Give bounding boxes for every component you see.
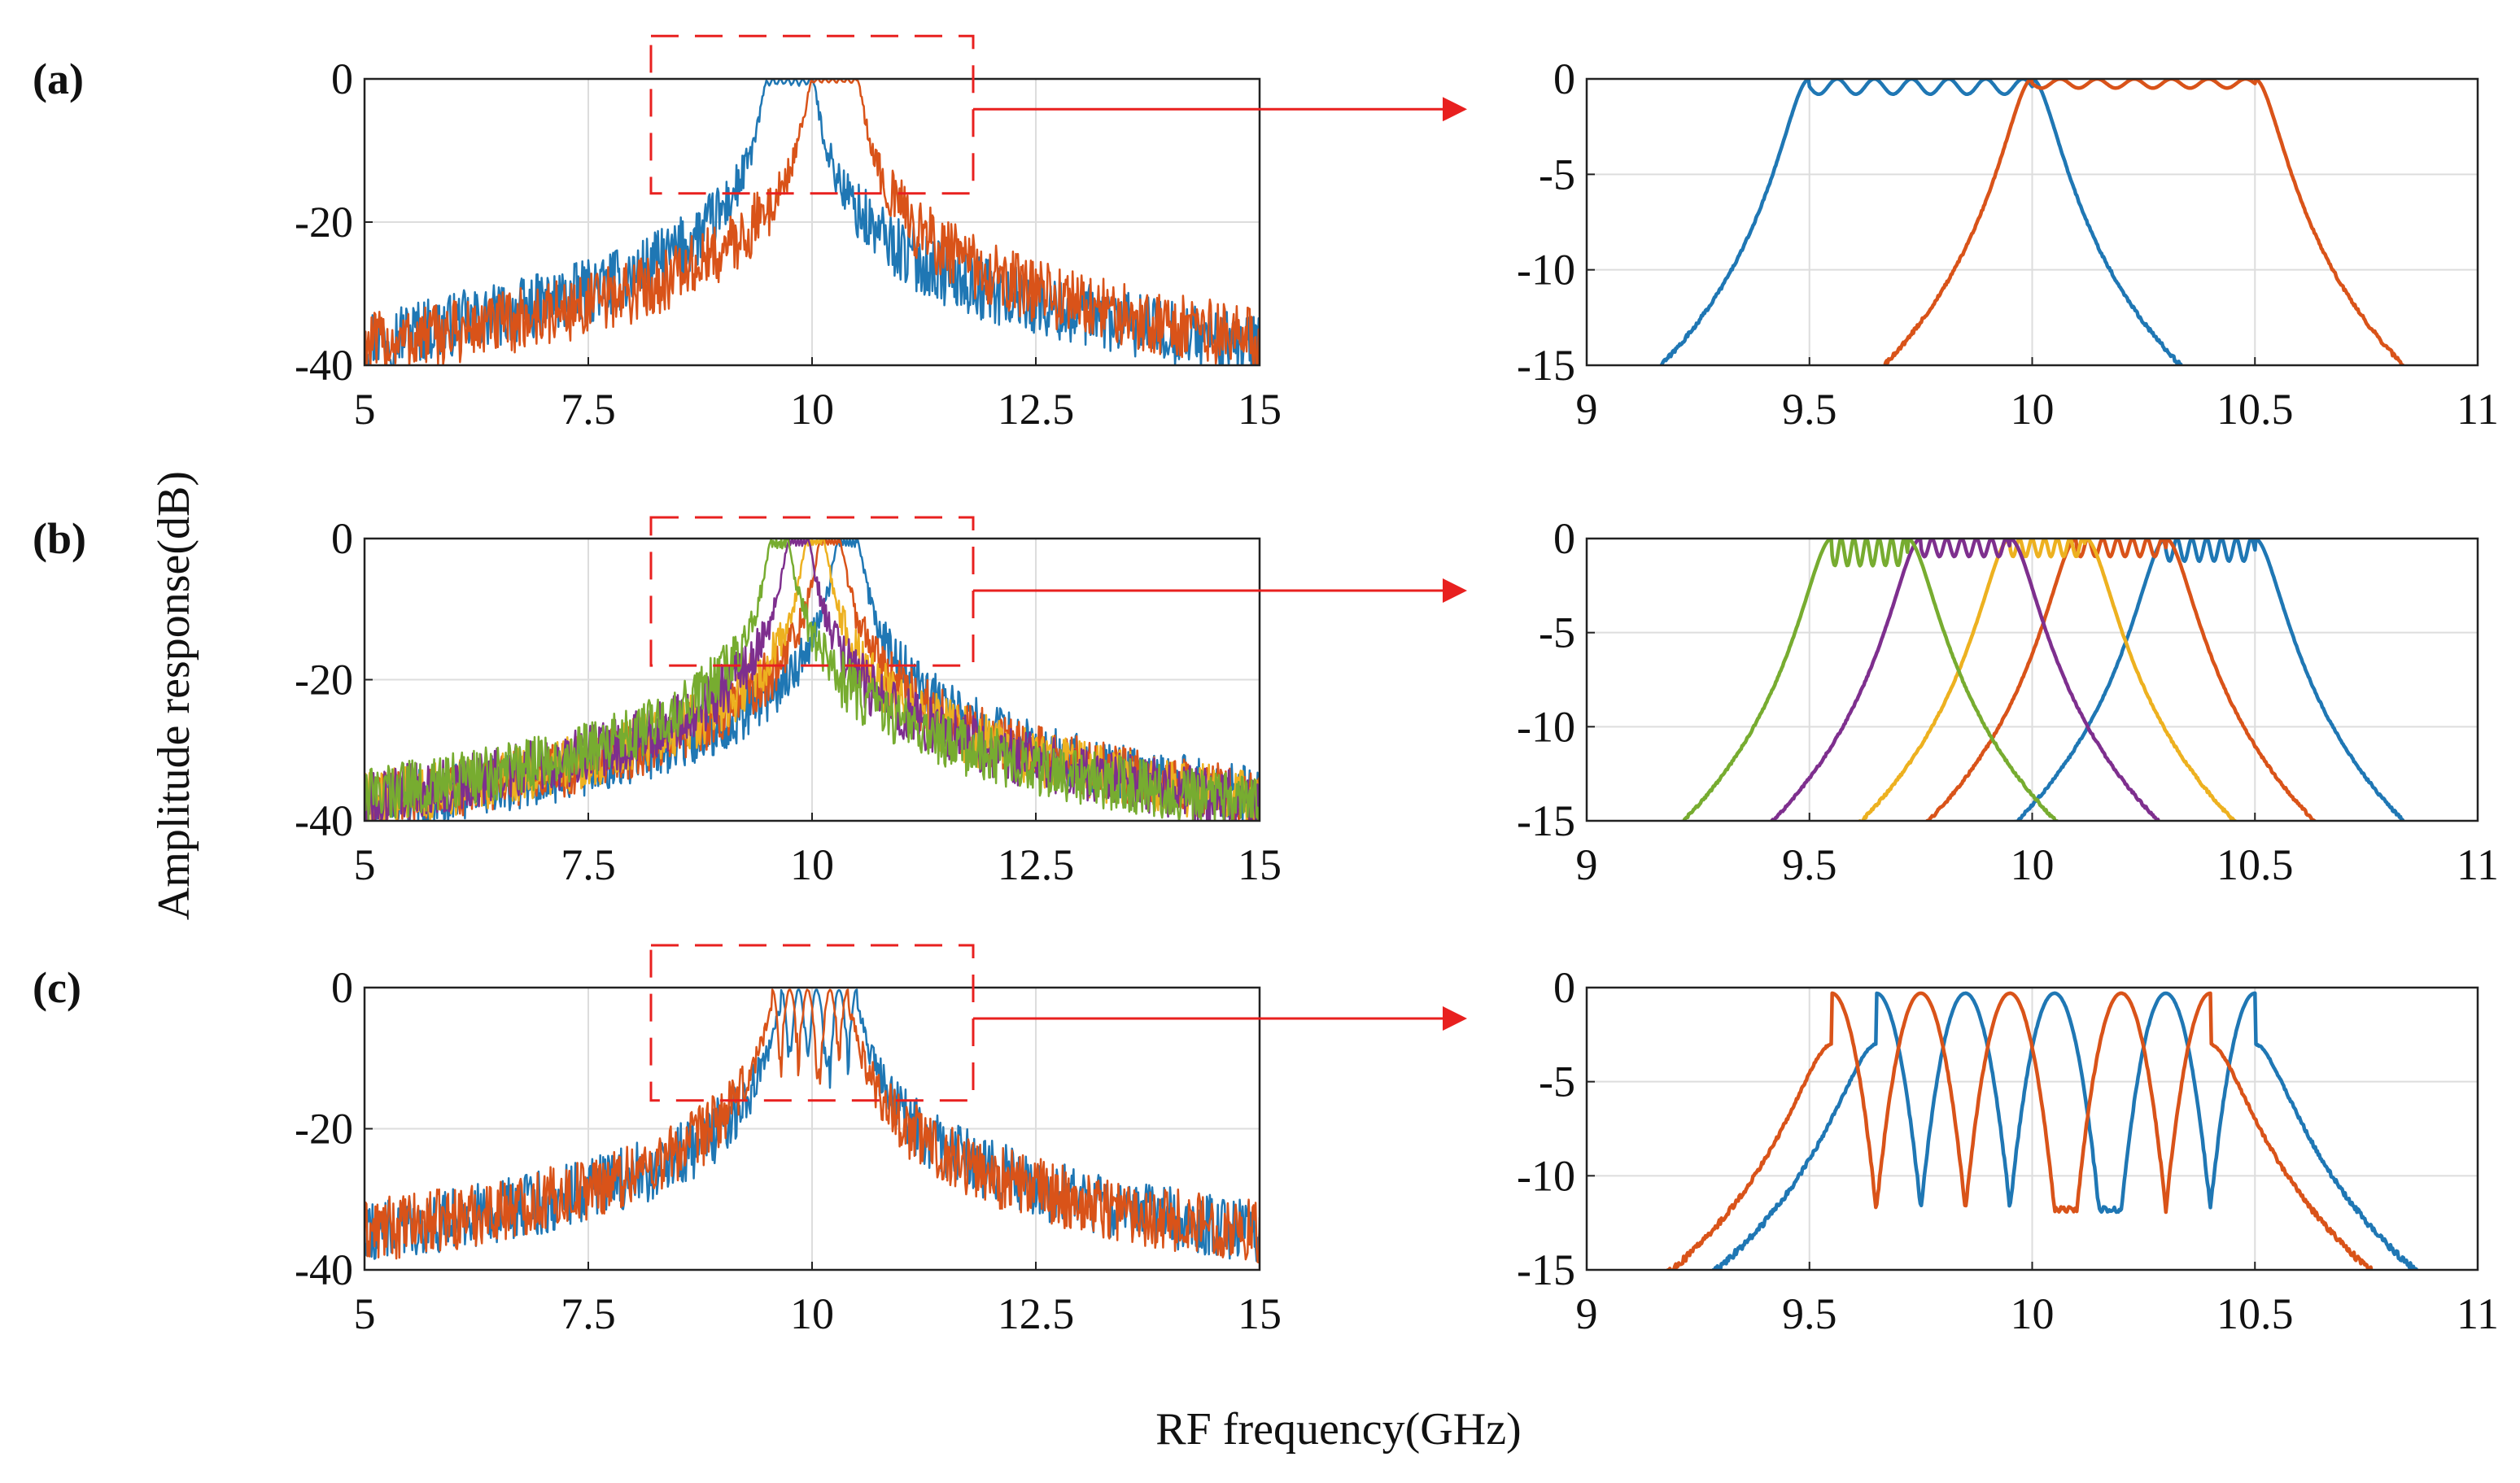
y-tick-label: -40: [295, 796, 353, 845]
x-tick-label: 9: [1576, 385, 1598, 434]
panel-a-full: 5 7.5 10 12.5 15 -40 -20 0 (a): [33, 34, 1467, 434]
series-line-orange: [1665, 991, 2374, 1270]
y-tick-label: -40: [295, 1245, 353, 1294]
x-tick-label: 11: [2457, 1289, 2499, 1338]
x-tick-label: 7.5: [561, 840, 616, 889]
panel-c-zoom: 9 9.5 10 10.5 11 -15 -10 -5 0: [1517, 963, 2499, 1338]
x-tick-label: 10.5: [2216, 840, 2294, 889]
series-line-orange: [365, 79, 1260, 365]
panel-label: (c): [33, 963, 81, 1012]
y-tick-label: 0: [331, 963, 353, 1012]
y-tick-label: -15: [1517, 341, 1575, 390]
x-tick-label: 15: [1238, 385, 1282, 434]
x-tick-label: 12.5: [998, 385, 1075, 434]
series-group: [365, 79, 1260, 365]
x-tick-label: 5: [354, 385, 376, 434]
x-axis-title: RF frequency(GHz): [1155, 1404, 1521, 1455]
y-tick-label: 0: [331, 55, 353, 103]
y-axis-title: Amplitude response(dB): [149, 471, 199, 920]
x-tick-label: 11: [2457, 840, 2499, 889]
series-line-green: [1679, 539, 2059, 821]
y-tick-label: -15: [1517, 796, 1575, 845]
y-tick-label: -20: [295, 1105, 353, 1154]
zoom-region-box: [649, 944, 975, 1102]
x-tick-label: 5: [354, 840, 376, 889]
y-tick-label: -5: [1539, 608, 1575, 657]
series-line-blue: [1658, 79, 2184, 365]
x-tick-label: 10: [2011, 840, 2055, 889]
x-tick-label: 10.5: [2216, 385, 2294, 434]
x-tick-label: 15: [1238, 840, 1282, 889]
series-group: [1665, 991, 2419, 1270]
x-tick-label: 9.5: [1782, 840, 1837, 889]
x-tick-label: 10: [790, 840, 834, 889]
panel-label: (b): [33, 514, 86, 563]
y-tick-label: -5: [1539, 150, 1575, 198]
panel-label: (a): [33, 55, 84, 103]
series-group: [365, 988, 1260, 1264]
panel-c-full: 5 7.5 10 12.5 15 -40 -20 0 (c): [33, 944, 1467, 1338]
y-tick-label: -15: [1517, 1245, 1575, 1294]
y-tick-label: 0: [1553, 55, 1575, 103]
series-line-green: [365, 539, 1260, 821]
x-tick-label: 5: [354, 1289, 376, 1338]
x-tick-label: 9: [1576, 1289, 1598, 1338]
x-tick-label: 10: [790, 385, 834, 434]
series-line-purple: [1769, 539, 2160, 821]
y-tick-label: -10: [1517, 702, 1575, 751]
x-tick-label: 11: [2457, 385, 2499, 434]
x-tick-label: 10: [790, 1289, 834, 1338]
series-line-orange: [1925, 539, 2317, 821]
series-group: [365, 539, 1260, 821]
x-tick-label: 7.5: [561, 385, 616, 434]
y-tick-label: 0: [331, 514, 353, 563]
zoom-region-box: [649, 34, 975, 195]
series-line-orange: [1882, 79, 2406, 365]
y-tick-label: -40: [295, 341, 353, 390]
panel-a-zoom: 9 9.5 10 10.5 11 -15 -10 -5 0: [1517, 55, 2499, 434]
x-tick-label: 10: [2011, 385, 2055, 434]
panel-b-zoom: 9 9.5 10 10.5 11 -15 -10 -5 0: [1517, 514, 2499, 889]
series-line-blue: [2013, 539, 2408, 821]
y-tick-label: -20: [295, 198, 353, 246]
x-tick-label: 10.5: [2216, 1289, 2294, 1338]
y-tick-label: -20: [295, 656, 353, 704]
panel-b-full: 5 7.5 10 12.5 15 -40 -20 0 (b): [33, 514, 1467, 889]
series-group: [1679, 539, 2408, 821]
x-tick-label: 12.5: [998, 840, 1075, 889]
y-tick-label: 0: [1553, 963, 1575, 1012]
y-tick-label: -10: [1517, 1151, 1575, 1200]
y-tick-label: 0: [1553, 514, 1575, 563]
x-tick-label: 7.5: [561, 1289, 616, 1338]
x-tick-label: 15: [1238, 1289, 1282, 1338]
x-tick-label: 9: [1576, 840, 1598, 889]
y-tick-label: -10: [1517, 246, 1575, 294]
x-tick-label: 9.5: [1782, 385, 1837, 434]
y-tick-label: -5: [1539, 1058, 1575, 1106]
x-tick-label: 10: [2011, 1289, 2055, 1338]
series-group: [1658, 79, 2406, 365]
series-line-orange: [365, 988, 1260, 1264]
x-tick-label: 9.5: [1782, 1289, 1837, 1338]
x-tick-label: 12.5: [998, 1289, 1075, 1338]
